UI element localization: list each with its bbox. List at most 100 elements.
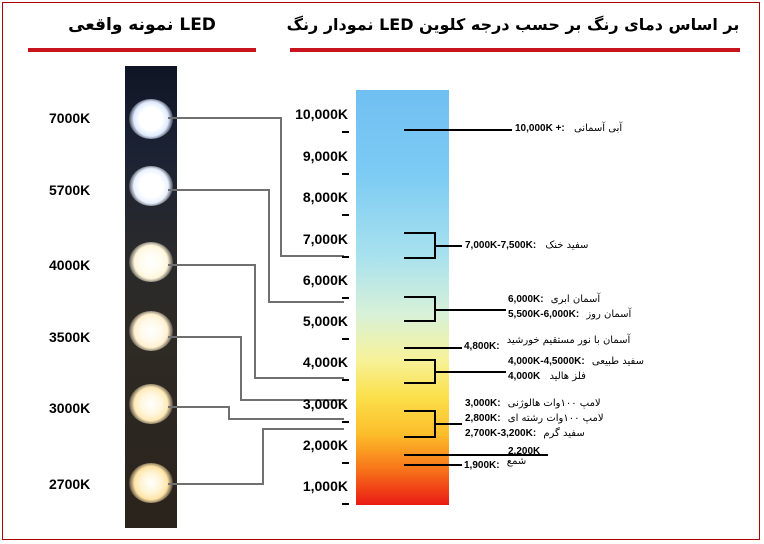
annotation-name: فلز هالید — [549, 371, 586, 382]
connector-7000k — [168, 117, 282, 119]
annotation-line-10000k — [404, 129, 512, 131]
scale-label-3000k: 3,000K — [302, 396, 348, 412]
bracket-4000k — [404, 382, 436, 384]
bracket-6000k — [404, 296, 436, 298]
annotation-value: 4,000K — [508, 371, 541, 382]
annotation-5500k: 5,500K-6,000K: آسمان روز — [508, 309, 631, 320]
bracket-7000k — [434, 245, 462, 247]
annotation-line-1900k — [404, 464, 462, 466]
led-label-5700k: 5700K — [49, 182, 91, 198]
annotation-6000k: 6,000K: آسمان ابری — [508, 294, 600, 305]
scale-tick — [342, 214, 349, 216]
annotation-2700k: 2,700K-3,200K: سفید گرم — [465, 428, 585, 439]
scale-tick — [342, 462, 349, 464]
led-4000k — [129, 242, 173, 282]
led-7000k — [129, 99, 173, 139]
led-strip — [125, 66, 177, 528]
connector-4000k — [254, 377, 344, 379]
right-title-underline — [290, 48, 740, 52]
left-title-underline — [28, 48, 256, 52]
annotation-value: 2,700K-3,200K: — [465, 428, 537, 439]
annotation-name: سفید خنک — [545, 240, 589, 251]
annotation-value: 2,200K — [508, 446, 541, 457]
annotation-value: 4,800K: — [464, 341, 500, 352]
led-label-3000k: 3000K — [49, 400, 91, 416]
led-3500k — [129, 311, 173, 351]
led-2700k — [129, 463, 173, 503]
annotation-4000k: 4,000K فلز هالید — [508, 371, 586, 382]
scale-tick — [342, 503, 349, 505]
annotation-value: 7,000K-7,500K: — [465, 240, 537, 251]
connector-2700k — [262, 428, 264, 485]
scale-label-10000k: 10,000K — [295, 106, 348, 122]
annotation-name: لامپ ۱۰۰وات رشته ای — [507, 413, 604, 424]
scale-label-5000k: 5,000K — [302, 313, 348, 329]
bracket-4000k — [404, 359, 436, 361]
connector-2700k — [262, 428, 344, 430]
annotation-value: 1,900K: — [464, 460, 500, 471]
scale-label-8000k: 8,000K — [302, 189, 348, 205]
connector-5700k — [268, 301, 344, 303]
annotation-4800k: 4,800K: آسمان با نور مستقیم خورشید — [464, 335, 631, 352]
connector-5700k — [268, 189, 270, 303]
led-label-2700k: 2700K — [49, 476, 91, 492]
annotation-value: 3,000K: — [465, 398, 501, 409]
connector-2700k — [168, 483, 264, 485]
annotation-name: لامپ ۱۰۰وات هالوژنی — [507, 398, 601, 409]
scale-label-2000k: 2,000K — [302, 437, 348, 453]
annotation-3000k: 3,000K: لامپ ۱۰۰وات هالوژنی — [465, 398, 601, 409]
color-temperature-bar — [356, 90, 449, 505]
scale-label-1000k: 1,000K — [302, 478, 348, 494]
scale-tick — [342, 173, 349, 175]
annotation-value: 10,000K +: — [515, 123, 565, 134]
annotation-7000k: 7,000K-7,500K: سفید خنک — [465, 240, 588, 251]
bracket-3000k — [404, 436, 436, 438]
annotation-1900k: 1,900K: شمع — [464, 456, 527, 471]
bracket-4000k — [434, 371, 506, 373]
left-title: نمونه واقعی LED — [68, 15, 216, 35]
bracket-3000k — [434, 423, 462, 425]
led-3000k — [129, 384, 173, 424]
led-label-3500k: 3500K — [49, 329, 91, 345]
scale-tick — [342, 379, 349, 381]
scale-label-9000k: 9,000K — [302, 148, 348, 164]
bracket-7000k — [404, 257, 436, 259]
annotation-name: سفید طبیعی — [591, 356, 644, 367]
annotation-name: شمع — [506, 456, 527, 467]
bracket-6000k — [404, 320, 436, 322]
scale-tick — [342, 297, 349, 299]
connector-3000k — [228, 418, 344, 420]
scale-tick — [342, 421, 349, 423]
connector-7000k — [280, 117, 282, 257]
connector-4000k — [168, 264, 256, 266]
scale-tick — [342, 131, 349, 133]
annotation-2800k: 2,800K: لامپ ۱۰۰وات رشته ای — [465, 413, 604, 424]
scale-label-6000k: 6,000K — [302, 272, 348, 288]
annotation-name: آسمان روز — [586, 309, 632, 320]
connector-3500k — [240, 336, 242, 401]
annotation-value: 2,800K: — [465, 413, 501, 424]
bracket-7000k — [404, 232, 436, 234]
annotation-name: آسمان با نور مستقیم خورشید — [506, 335, 631, 346]
annotation-name: سفید گرم — [543, 428, 585, 439]
annotation-value: 4,000K-4,5000K: — [508, 356, 585, 367]
scale-tick — [342, 256, 349, 258]
led-label-7000k: 7000K — [49, 110, 91, 126]
bracket-6000k — [434, 309, 506, 311]
connector-3500k — [240, 399, 344, 401]
right-title: نمودار رنگ LED بر اساس دمای رنگ بر حسب د… — [286, 15, 740, 34]
annotation-name: آبی آسمانی — [573, 123, 623, 134]
annotation-value: 5,500K-6,000K: — [508, 309, 580, 320]
led-label-4000k: 4000K — [49, 257, 91, 273]
connector-3000k — [228, 406, 230, 420]
connector-3500k — [168, 336, 242, 338]
annotation-name: آسمان ابری — [550, 294, 601, 305]
connector-7000k — [280, 255, 344, 257]
connector-3000k — [168, 406, 230, 408]
led-5700k — [129, 166, 173, 206]
scale-label-4000k: 4,000K — [302, 354, 348, 370]
scale-label-7000k: 7,000K — [302, 231, 348, 247]
scale-tick — [342, 338, 349, 340]
annotation-2200k: 2,200K — [508, 446, 540, 457]
